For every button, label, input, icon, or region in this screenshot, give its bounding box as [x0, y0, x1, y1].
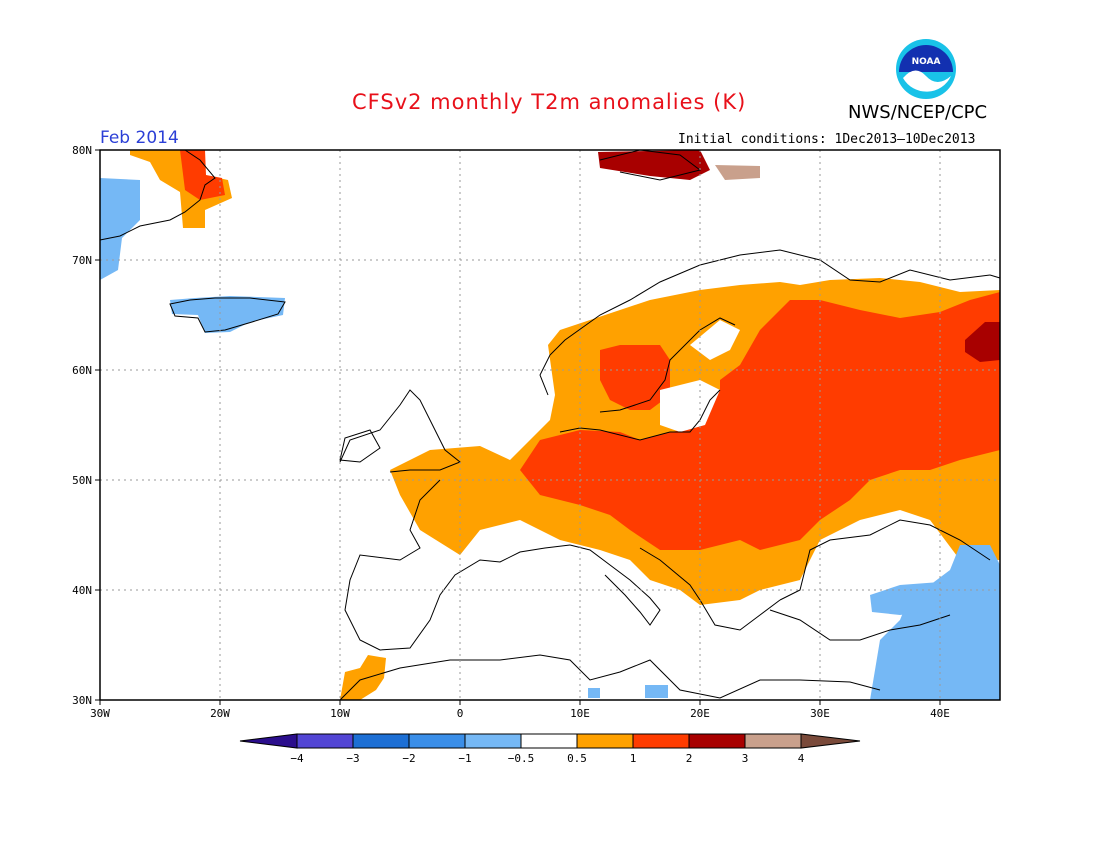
lon-label: 40E [930, 707, 950, 720]
coast-north-africa [339, 654, 881, 701]
lon-label: 30E [810, 707, 830, 720]
coast-greenland [99, 149, 216, 241]
anomaly-red-central-europe [520, 292, 1000, 550]
colorbar [239, 733, 861, 749]
colorbar-label: −2 [402, 752, 415, 765]
anomaly-gap-baltic [660, 380, 720, 432]
lat-label: 40N [72, 584, 92, 597]
coast-svalbard [599, 149, 702, 181]
coast-baltic [559, 389, 721, 441]
colorbar-labels: −4 −3 −2 −1 −0.5 0.5 1 2 3 4 [290, 752, 804, 765]
longitude-labels: 30W 20W 10W 0 10E 20E 30E 40E [90, 707, 950, 720]
colorbar-label: 1 [630, 752, 637, 765]
lon-label: 0 [457, 707, 464, 720]
lon-label: 20W [210, 707, 230, 720]
map-title: CFSv2 monthly T2m anomalies (K) [352, 90, 747, 114]
coast-balkans-greece [639, 547, 781, 631]
colorbar-label: −0.5 [508, 752, 535, 765]
anomaly-tan-svalbard [715, 165, 760, 180]
colorbar-swatch [408, 733, 466, 749]
lat-label: 30N [72, 694, 92, 707]
anomaly-blue-iceland [170, 296, 285, 333]
colorbar-swatch [800, 733, 861, 749]
colorbar-label: −1 [458, 752, 471, 765]
map-frame [99, 149, 1001, 701]
coast-italy [569, 544, 661, 626]
anomaly-orange-greenland [130, 150, 232, 228]
colorbar-label: 0.5 [567, 752, 587, 765]
colorbar-swatch [576, 733, 634, 749]
anomaly-orange-balkans [700, 580, 745, 600]
anomaly-gap-finland [690, 320, 740, 360]
anomaly-blue-tunisia [588, 688, 600, 698]
coast-iceland [169, 297, 286, 333]
noaa-logo: NOAA [896, 39, 956, 99]
logo-text: NOAA [912, 57, 941, 67]
lon-label: 20E [690, 707, 710, 720]
anomaly-blue-middle-east [870, 545, 1000, 700]
colorbar-label: 4 [798, 752, 805, 765]
lat-label: 80N [72, 144, 92, 157]
coastlines [99, 149, 1001, 701]
colorbar-swatch [632, 733, 690, 749]
coast-black-sea [779, 519, 991, 601]
anomaly-blue-greenland [100, 178, 140, 280]
initial-conditions: Initial conditions: 1Dec2013–10Dec2013 [678, 132, 976, 147]
colorbar-label: 3 [742, 752, 749, 765]
anomaly-red-greenland [180, 150, 225, 200]
coast-turkey [769, 609, 951, 641]
coast-france-iberia [344, 479, 571, 651]
forecast-month: Feb 2014 [100, 128, 179, 148]
graticule [100, 150, 1000, 700]
anomaly-red-southern-sweden [600, 345, 670, 410]
lon-label: 30W [90, 707, 110, 720]
colorbar-swatch [520, 733, 578, 749]
logo-wave [903, 70, 951, 92]
colorbar-swatch [239, 733, 298, 749]
anomaly-blue-libya [645, 685, 668, 698]
coast-uk [339, 389, 461, 473]
coast-ireland [339, 429, 381, 463]
latitude-labels: 80N 70N 60N 50N 40N 30N [72, 144, 92, 707]
lat-label: 50N [72, 474, 92, 487]
colorbar-swatch [744, 733, 802, 749]
colorbar-swatch [296, 733, 354, 749]
lat-label: 60N [72, 364, 92, 377]
anomaly-darkred-urals [965, 322, 1000, 362]
lon-label: 10E [570, 707, 590, 720]
anomaly-fields [100, 150, 1000, 700]
colorbar-swatch [688, 733, 746, 749]
colorbar-label: 2 [686, 752, 693, 765]
organization-label: NWS/NCEP/CPC [848, 102, 988, 123]
coast-sweden-inner [599, 317, 736, 413]
colorbar-swatch [464, 733, 522, 749]
coast-novaya-zemlya [989, 274, 1001, 279]
lon-label: 10W [330, 707, 350, 720]
tick-marks [95, 149, 941, 705]
colorbar-label: −3 [346, 752, 359, 765]
colorbar-label: −4 [290, 752, 304, 765]
colorbar-swatch [352, 733, 410, 749]
anomaly-darkred-svalbard [598, 150, 710, 180]
lat-label: 70N [72, 254, 92, 267]
logo-sky [899, 45, 953, 72]
